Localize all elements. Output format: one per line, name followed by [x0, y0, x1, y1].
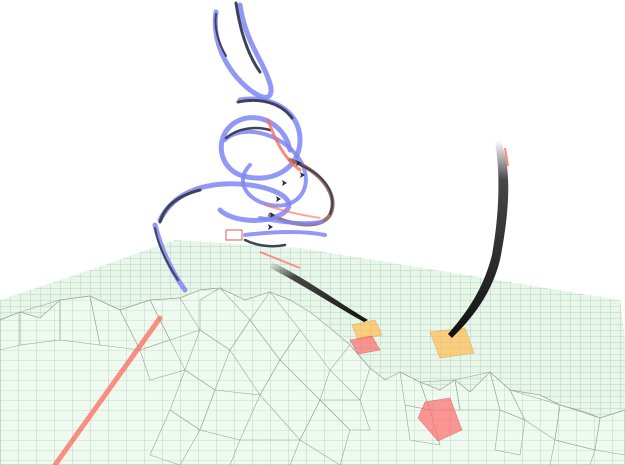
- aircraft-icon[interactable]: [300, 172, 305, 178]
- flight-ribbon-7: [243, 229, 327, 237]
- smoke-trail-1: [270, 262, 368, 322]
- flight-ribbon-8: [258, 216, 324, 226]
- flight-ribbon-6: [152, 222, 188, 293]
- aircraft-icon[interactable]: [268, 224, 273, 230]
- red-trail: [52, 251, 301, 465]
- target-zone-red-1[interactable]: [349, 335, 381, 355]
- flight-ribbons: [152, 1, 335, 293]
- aircraft-icon[interactable]: [296, 160, 302, 166]
- target-zone-red-2[interactable]: [417, 397, 463, 442]
- aircraft-markers: [268, 160, 305, 230]
- aircraft-icon[interactable]: [270, 212, 275, 218]
- aircraft-icon[interactable]: [282, 180, 287, 186]
- terrain-ridge: [0, 287, 625, 465]
- flight-ribbon-1: [212, 2, 274, 100]
- aircraft-icon[interactable]: [276, 196, 281, 202]
- target-zone-orange-1[interactable]: [351, 319, 383, 341]
- flight-ribbon-3: [223, 129, 308, 208]
- smoke-trail-2: [448, 140, 509, 338]
- target-zones: [225, 229, 475, 442]
- target-zone-outline[interactable]: [225, 229, 243, 241]
- smoke-trails: [270, 140, 509, 338]
- flight-ribbon-2: [218, 96, 303, 181]
